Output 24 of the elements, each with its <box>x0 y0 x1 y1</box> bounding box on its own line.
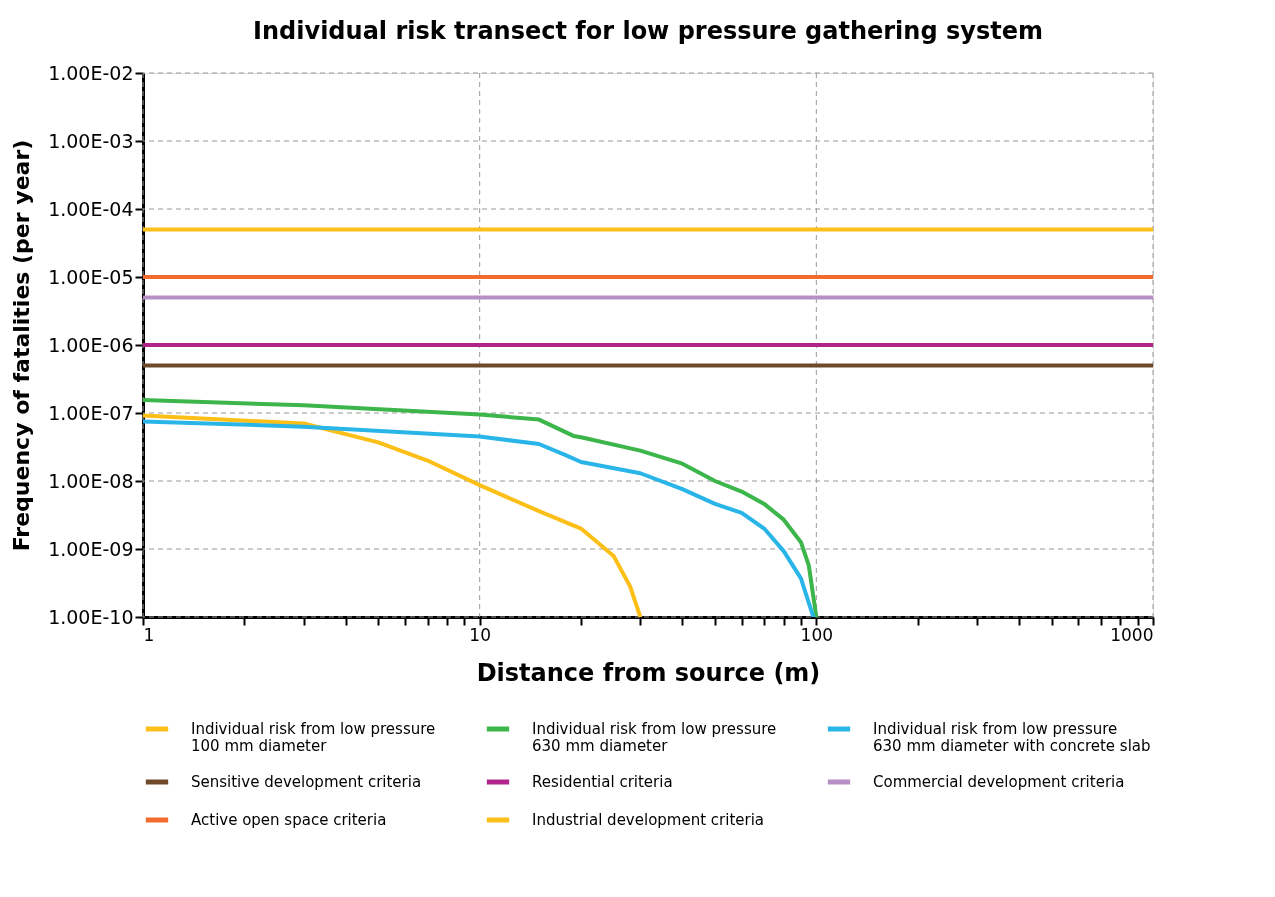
legend-label: Industrial development criteria <box>532 811 765 829</box>
x-tick-label: 1 <box>143 624 155 645</box>
y-tick-label: 1.00E-07 <box>48 401 134 424</box>
y-tick-label: 1.00E-09 <box>48 537 134 560</box>
y-tick-label: 1.00E-03 <box>48 129 134 152</box>
x-tick-label: 100 <box>800 624 834 645</box>
chart-title: Individual risk transect for low pressure gathering system <box>253 17 1043 45</box>
y-tick-label: 1.00E-06 <box>48 333 134 356</box>
x-axis-title: Distance from source (m) <box>476 658 821 687</box>
y-tick-label: 1.00E-04 <box>48 197 134 220</box>
y-tick-label: 1.00E-02 <box>48 61 134 84</box>
y-axis-title: Frequency of fatalities (per year) <box>9 139 35 552</box>
legend-label: Residential criteria <box>532 773 673 791</box>
y-tick-label: 1.00E-10 <box>48 605 134 628</box>
legend-label: Active open space criteria <box>191 811 387 829</box>
legend-label: Commercial development criteria <box>873 773 1125 791</box>
legend-label: Individual risk from low pressure 100 mm diameter <box>191 720 436 755</box>
legend-label: Individual risk from low pressure 630 mm diameter <box>532 720 777 755</box>
x-tick-label: 10 <box>469 624 491 645</box>
y-tick-label: 1.00E-08 <box>48 469 134 492</box>
legend-label: Individual risk from low pressure 630 mm diameter with concrete slab <box>873 720 1151 755</box>
legend-label: Sensitive development criteria <box>191 773 422 791</box>
x-tick-label: 1000 <box>1110 624 1154 645</box>
y-tick-label: 1.00E-05 <box>48 265 134 288</box>
